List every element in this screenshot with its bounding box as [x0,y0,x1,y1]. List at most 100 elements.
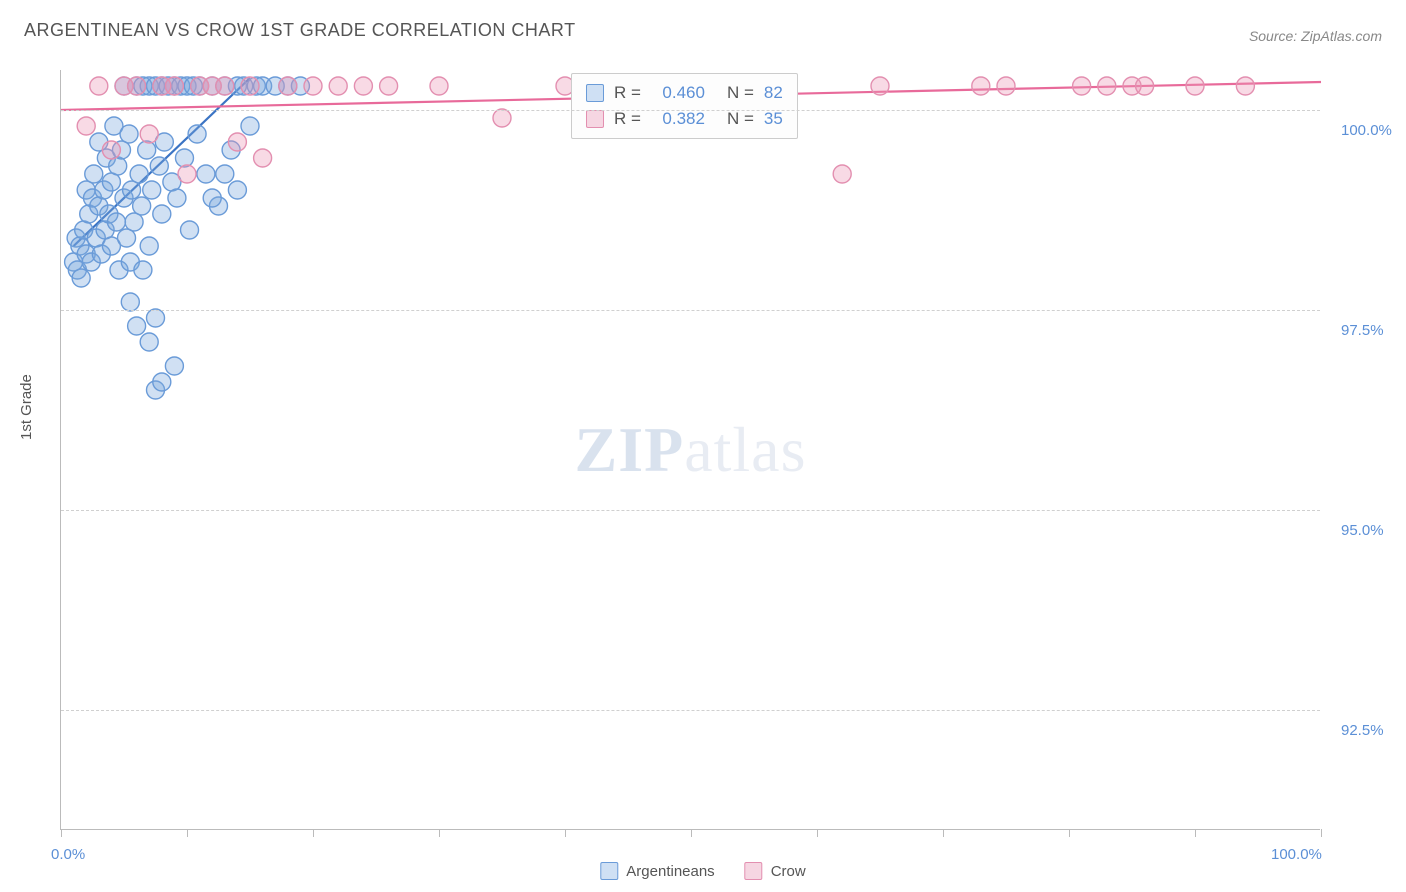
stats-n-label: N = [727,83,754,103]
data-point [178,165,196,183]
data-point [140,333,158,351]
legend-item: Argentineans [600,862,714,880]
data-point [134,261,152,279]
x-tick [439,829,440,837]
data-point [254,149,272,167]
y-tick-label: 92.5% [1341,722,1384,739]
data-point [140,125,158,143]
data-point [833,165,851,183]
data-point [203,189,221,207]
x-tick [187,829,188,837]
data-point [128,317,146,335]
data-point [241,77,259,95]
chart-title: ARGENTINEAN VS CROW 1ST GRADE CORRELATIO… [24,20,576,41]
stats-r-label: R = [614,109,641,129]
series-swatch-icon [586,84,604,102]
stats-n-label: N = [727,109,754,129]
stats-row: R = 0.460 N = 82 [586,80,783,106]
data-point [241,117,259,135]
stats-n-value: 35 [764,109,783,129]
x-tick [691,829,692,837]
data-point [1098,77,1116,95]
data-point [329,77,347,95]
stats-r-label: R = [614,83,641,103]
data-point [228,181,246,199]
stats-r-value: 0.460 [651,83,705,103]
y-axis-label: 1st Grade [18,374,35,440]
data-point [228,133,246,151]
data-point [165,357,183,375]
x-tick [817,829,818,837]
data-point [188,125,206,143]
data-point [121,293,139,311]
source-label: Source: ZipAtlas.com [1249,28,1382,44]
x-tick [1195,829,1196,837]
data-point [77,117,95,135]
data-point [138,141,156,159]
data-point [133,197,151,215]
x-tick [313,829,314,837]
stats-r-value: 0.382 [651,109,705,129]
data-point [380,77,398,95]
x-tick [565,829,566,837]
x-tick [1069,829,1070,837]
data-point [125,213,143,231]
data-point [118,229,136,247]
legend-item: Crow [745,862,806,880]
plot-area: ZIPatlas R =0.460N =82R =0.382N =35 92.5… [60,70,1320,830]
stats-box: R = 0.460 N = 82 R = 0.382 N = 35 [571,73,798,139]
data-point [72,269,90,287]
x-tick-label: 0.0% [51,846,85,863]
gridline-h [61,310,1320,311]
data-point [430,77,448,95]
data-point [1136,77,1154,95]
x-tick [1321,829,1322,837]
y-tick-label: 97.5% [1341,322,1384,339]
data-point [153,205,171,223]
legend-swatch-icon [745,862,763,880]
data-point [1186,77,1204,95]
stats-n-value: 82 [764,83,783,103]
data-point [102,141,120,159]
data-point [197,165,215,183]
data-point [165,77,183,95]
data-point [90,77,108,95]
data-point [168,189,186,207]
data-point [128,77,146,95]
legend: Argentineans Crow [600,862,805,880]
data-point [85,165,103,183]
data-point [175,149,193,167]
series-swatch-icon [586,110,604,128]
data-point [120,125,138,143]
legend-label: Crow [771,863,806,880]
data-point [143,181,161,199]
data-point [354,77,372,95]
gridline-h [61,710,1320,711]
data-point [140,237,158,255]
data-point [216,77,234,95]
chart-svg [61,70,1320,829]
data-point [130,165,148,183]
data-point [123,181,141,199]
legend-swatch-icon [600,862,618,880]
data-point [147,309,165,327]
data-point [1236,77,1254,95]
x-tick [61,829,62,837]
y-tick-label: 95.0% [1341,522,1384,539]
data-point [972,77,990,95]
data-point [150,157,168,175]
y-tick-label: 100.0% [1341,122,1392,139]
data-point [493,109,511,127]
data-point [216,165,234,183]
data-point [107,213,125,231]
data-point [997,77,1015,95]
data-point [181,221,199,239]
data-point [871,77,889,95]
gridline-h [61,510,1320,511]
gridline-h [61,110,1320,111]
data-point [153,373,171,391]
legend-label: Argentineans [626,863,714,880]
x-tick-label: 100.0% [1271,846,1322,863]
data-point [1073,77,1091,95]
data-point [304,77,322,95]
